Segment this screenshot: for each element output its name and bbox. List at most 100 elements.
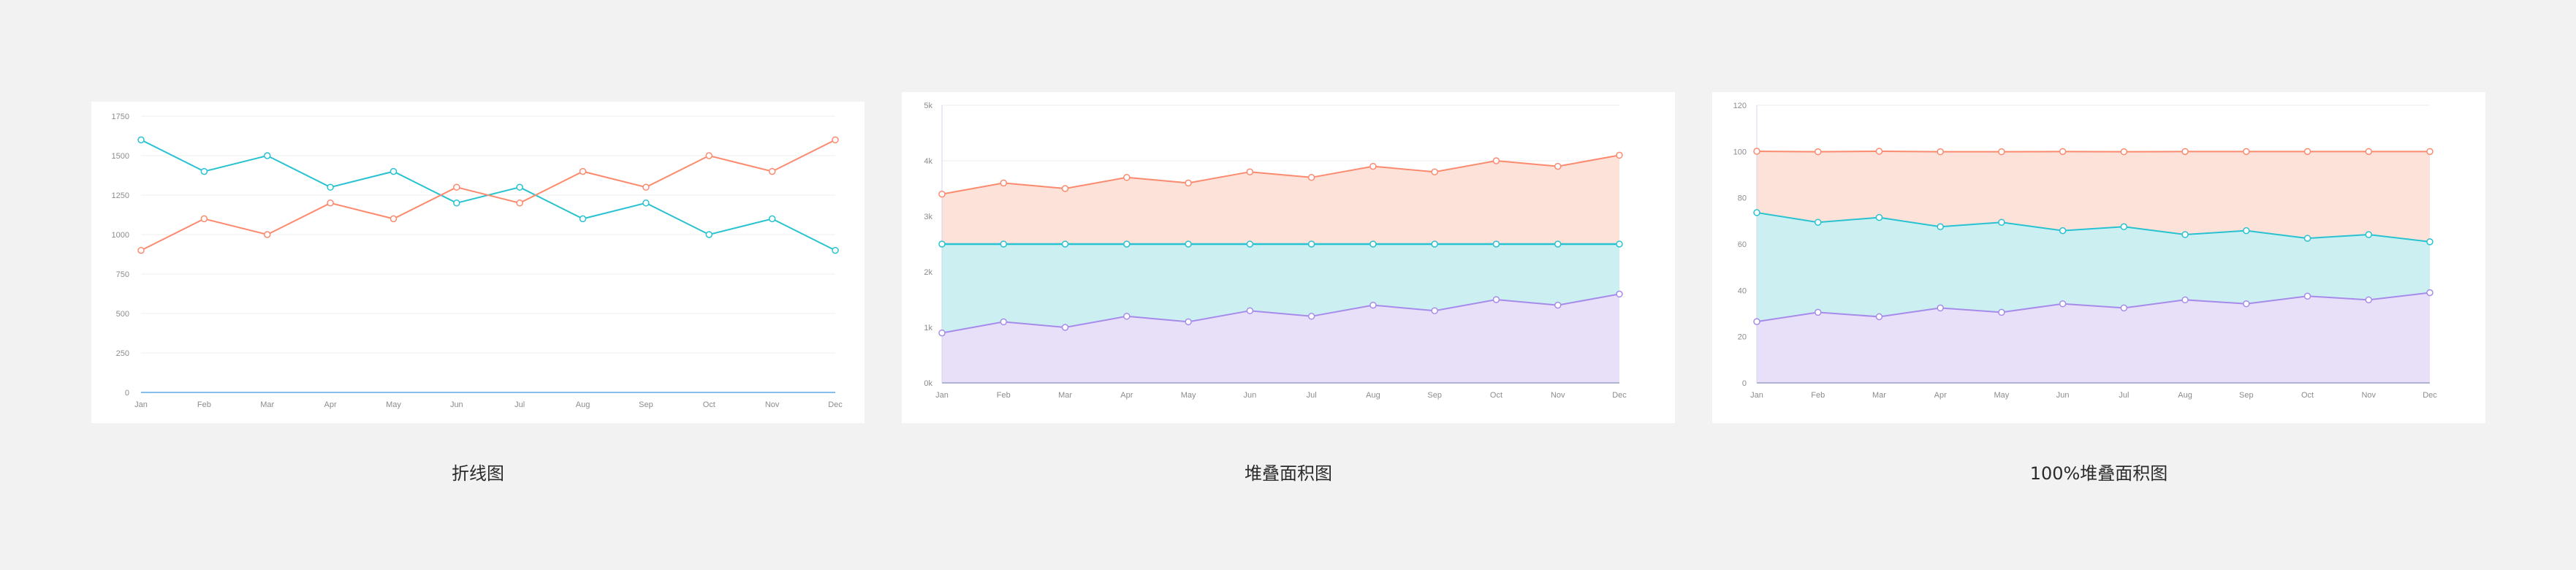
data-point-cyan xyxy=(1123,240,1131,248)
x-tick-label: Sep xyxy=(639,400,653,409)
x-tick-label: Apr xyxy=(324,400,337,409)
data-point-orange xyxy=(2303,148,2311,156)
data-point-cyan xyxy=(579,215,587,223)
x-tick-label: Jan xyxy=(1750,391,1763,400)
series-line-orange xyxy=(1756,151,2430,153)
data-point-cyan xyxy=(1937,223,1944,230)
data-point-orange xyxy=(1061,185,1069,192)
line-chart: 0 250 500 750 1000 1250 1500 1750 Jan Feb Mar Apr Ma… xyxy=(112,113,843,409)
series-line-orange xyxy=(140,139,836,251)
data-point-cyan xyxy=(2365,231,2373,238)
data-point-orange xyxy=(1307,174,1315,181)
x-tick-label: Nov xyxy=(2361,391,2376,400)
data-point-orange xyxy=(1998,148,2005,156)
data-point-cyan xyxy=(1369,240,1377,248)
x-tick-label: Apr xyxy=(1120,391,1133,400)
x-tick-label: Aug xyxy=(1366,391,1380,400)
data-point-orange xyxy=(2426,148,2433,156)
data-point-cyan xyxy=(705,231,713,238)
data-point-cyan xyxy=(1492,240,1500,248)
series-area-purple xyxy=(942,294,1619,383)
x-tick-label: Mar xyxy=(260,400,274,409)
data-point-orange xyxy=(2059,148,2067,156)
data-point-orange xyxy=(768,167,776,175)
data-point-purple xyxy=(1814,308,1822,316)
series-area-cyan xyxy=(1757,212,2430,322)
data-point-orange xyxy=(2243,148,2250,156)
data-point-cyan xyxy=(1616,240,1623,248)
data-point-orange xyxy=(390,215,398,223)
x-tick-label: Dec xyxy=(1612,391,1627,400)
data-point-orange xyxy=(642,183,650,191)
x-tick-label: Apr xyxy=(1934,391,1947,400)
x-tick-label: Dec xyxy=(2423,391,2437,400)
data-point-purple xyxy=(1753,318,1760,325)
y-tick-label: 1k xyxy=(924,324,932,332)
y-tick-label: 20 xyxy=(1738,333,1747,342)
y-tick-label: 2k xyxy=(924,268,932,277)
data-point-orange xyxy=(200,215,208,223)
x-tick-label: May xyxy=(1994,391,2010,400)
y-tick-label: 500 xyxy=(116,310,129,319)
data-point-orange xyxy=(2120,148,2128,156)
data-point-orange xyxy=(1185,179,1192,187)
y-tick-label: 60 xyxy=(1738,240,1747,249)
data-point-purple xyxy=(1123,313,1131,320)
data-point-orange xyxy=(1875,148,1883,155)
data-point-orange xyxy=(327,200,334,207)
data-point-cyan xyxy=(1000,240,1008,248)
data-point-purple xyxy=(1000,318,1008,326)
data-point-orange xyxy=(2181,148,2189,156)
line-chart-card: 0 250 500 750 1000 1250 1500 1750 Jan Feb Mar Apr Ma… xyxy=(91,102,865,423)
y-tick-label: 1250 xyxy=(112,191,129,200)
data-point-purple xyxy=(1616,290,1623,298)
x-tick-label: Feb xyxy=(1811,391,1825,400)
data-point-orange xyxy=(1369,162,1377,170)
y-tick-label: 1750 xyxy=(112,113,129,121)
percent-stacked-area-chart-card: 0 20 40 60 80 100 120 Jan Feb Mar Apr May Jun Jul Aug S… xyxy=(1712,92,2485,423)
series-area-purple xyxy=(1757,292,2430,383)
data-point-purple xyxy=(938,329,946,337)
y-tick-label: 40 xyxy=(1738,286,1747,295)
x-tick-label: Sep xyxy=(2239,391,2254,400)
data-point-cyan xyxy=(1998,218,2005,226)
data-point-cyan xyxy=(390,167,398,175)
y-tick-label: 5k xyxy=(924,102,932,110)
x-tick-label: Jul xyxy=(2119,391,2129,400)
data-point-orange xyxy=(1814,148,1822,156)
data-point-cyan xyxy=(327,183,334,191)
data-point-orange xyxy=(832,136,839,144)
data-point-cyan xyxy=(2181,231,2189,238)
data-point-purple xyxy=(1431,307,1438,314)
data-point-cyan xyxy=(2059,227,2067,235)
data-point-orange xyxy=(137,246,145,254)
data-point-cyan xyxy=(137,136,145,144)
data-point-purple xyxy=(1369,301,1377,309)
x-tick-label: Oct xyxy=(1490,391,1502,400)
data-point-orange xyxy=(1431,168,1438,175)
y-tick-label: 120 xyxy=(1733,102,1747,110)
data-point-orange xyxy=(516,200,523,207)
data-point-cyan xyxy=(832,246,839,254)
data-point-orange xyxy=(1753,148,1760,155)
x-tick-label: Mar xyxy=(1872,391,1886,400)
data-point-cyan xyxy=(642,200,650,207)
y-tick-label: 1000 xyxy=(112,231,129,240)
series-line-orange xyxy=(941,154,1620,195)
data-point-orange xyxy=(263,231,271,238)
data-point-cyan xyxy=(2243,227,2250,235)
x-tick-label: Oct xyxy=(2301,391,2314,400)
data-point-purple xyxy=(1492,296,1500,303)
y-tick-label: 80 xyxy=(1738,194,1747,203)
data-point-orange xyxy=(1554,162,1562,170)
data-point-orange xyxy=(1000,179,1008,187)
y-tick-label: 100 xyxy=(1733,148,1747,156)
data-point-orange xyxy=(938,190,946,198)
x-tick-label: May xyxy=(1181,391,1196,400)
data-point-orange xyxy=(2365,148,2373,156)
y-tick-label: 250 xyxy=(116,349,129,358)
y-tick-label: 4k xyxy=(924,157,932,166)
data-point-cyan xyxy=(516,183,523,191)
x-tick-label: Sep xyxy=(1427,391,1442,400)
data-point-cyan xyxy=(453,200,460,207)
